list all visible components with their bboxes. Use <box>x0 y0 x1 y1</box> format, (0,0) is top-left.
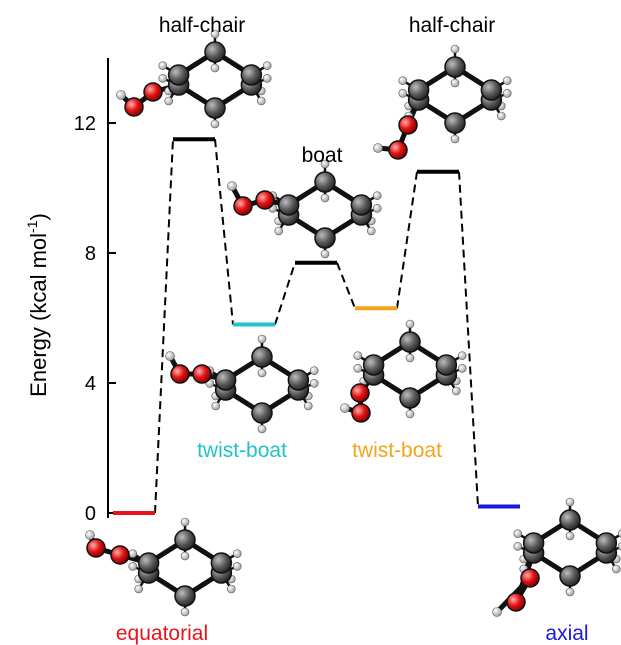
molecule-half-chair-1 <box>116 29 272 129</box>
molecule-boat <box>227 159 382 259</box>
y-axis-label-suffix: ) <box>26 213 51 220</box>
connector-2-3 <box>274 262 296 325</box>
connector-1-2 <box>214 139 234 325</box>
molecule-equatorial <box>85 517 242 617</box>
label-twist-boat-2: twist-boat <box>352 439 442 462</box>
molecule-half-chair-2 <box>373 44 512 160</box>
y-tick-label: 0 <box>85 503 96 525</box>
connector-5-6 <box>458 171 479 507</box>
y-axis-label-superscript: -1 <box>24 220 40 233</box>
label-boat: boat <box>302 144 343 167</box>
label-axial: axial <box>545 622 588 645</box>
energy-levels <box>113 137 520 515</box>
connector-0-1 <box>154 139 174 514</box>
label-half-chair-1: half-chair <box>159 14 245 37</box>
y-ticks: 0 4 8 12 <box>74 113 116 525</box>
molecule-twist-boat-1 <box>165 334 319 434</box>
connector-4-5 <box>396 171 418 309</box>
y-tick-label: 12 <box>74 113 96 135</box>
molecule-twist-boat-2 <box>340 319 467 423</box>
connector-3-4 <box>336 262 356 309</box>
molecule-pictograms <box>85 29 621 617</box>
label-twist-boat-1: twist-boat <box>197 439 287 462</box>
y-tick-label: 4 <box>85 373 96 395</box>
connectors <box>154 139 479 514</box>
y-axis: 0 4 8 12 <box>74 58 116 525</box>
label-half-chair-2: half-chair <box>409 14 495 37</box>
y-axis-label: Energy (kcal mol-1) <box>24 213 51 397</box>
y-axis-label-main: Energy (kcal mol <box>26 233 51 397</box>
label-equatorial: equatorial <box>116 622 208 645</box>
molecule-axial <box>492 497 621 617</box>
y-tick-label: 8 <box>85 243 96 265</box>
